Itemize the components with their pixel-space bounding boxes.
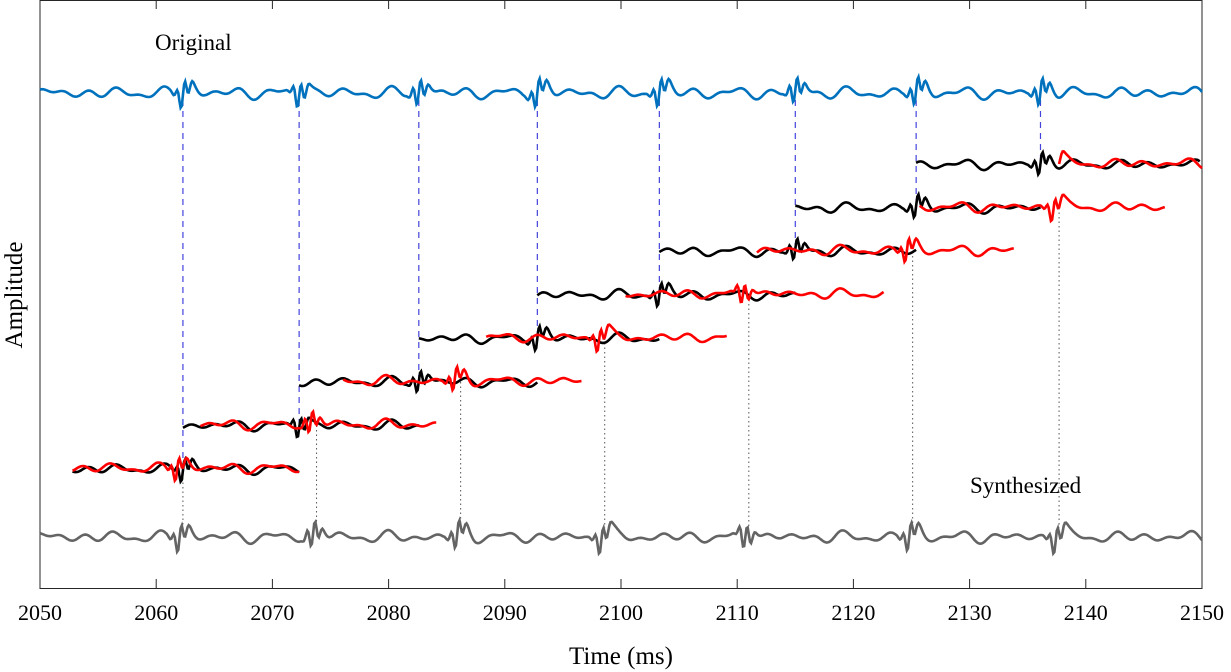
x-tick-label: 2050 (18, 600, 62, 625)
original-segment-line (795, 190, 1041, 221)
x-ticks: 2050 2060 2070 2080 2090 2100 2110 2120 2130 2140… (18, 0, 1224, 625)
axes-box (39, 0, 1203, 589)
x-tick-label: 2150 (1180, 600, 1224, 625)
plot-area: 2050 2060 2070 2080 2090 2100 2110 2120 2130 2140… (18, 0, 1224, 625)
shifted-segment-line (918, 193, 1166, 224)
x-tick-label: 2130 (948, 600, 992, 625)
original-signal-line (39, 72, 1203, 112)
y-axis-label: Amplitude (1, 242, 28, 349)
shifted-segment-line (756, 235, 1014, 266)
original-segment-line (915, 148, 1201, 178)
x-tick-label: 2070 (250, 600, 294, 625)
shifted-segment-line (1057, 150, 1203, 170)
segment-traces (72, 148, 1203, 485)
synthesized-signal-line (39, 516, 1203, 557)
shifted-segment-line (485, 323, 728, 355)
original-label: Original (155, 30, 232, 55)
x-tick-label: 2120 (831, 600, 875, 625)
signal-traces (39, 72, 1203, 557)
x-tick-label: 2090 (483, 600, 527, 625)
x-tick-label: 2100 (599, 600, 643, 625)
x-tick-label: 2140 (1064, 600, 1108, 625)
x-tick-label: 2110 (716, 600, 759, 625)
shifted-segment-line (625, 282, 885, 304)
x-tick-label: 2080 (367, 600, 411, 625)
shifted-segment-line (199, 408, 437, 435)
original-segment-line (536, 279, 796, 310)
x-axis-label: Time (ms) (569, 643, 673, 670)
synthesized-label: Synthesized (970, 473, 1082, 498)
shifted-segment-line (72, 454, 300, 484)
original-segment-line (418, 322, 660, 354)
shifted-segment-line (342, 363, 582, 394)
x-tick-label: 2060 (134, 600, 178, 625)
